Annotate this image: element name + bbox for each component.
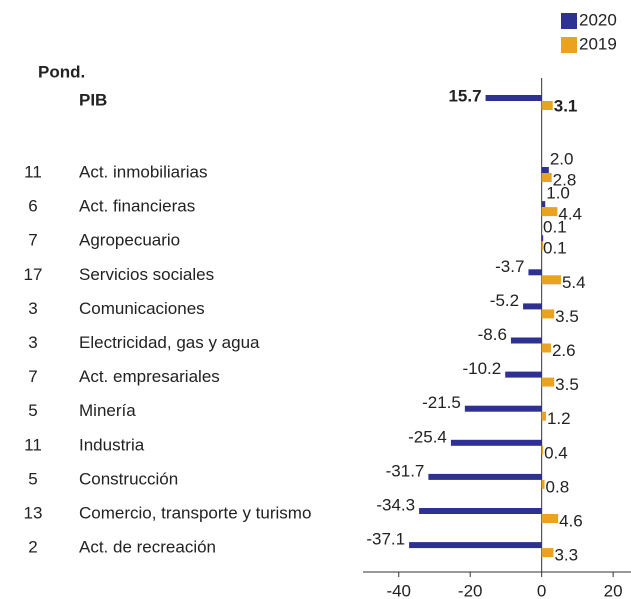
bar bbox=[541, 548, 554, 558]
bar bbox=[450, 439, 542, 446]
weight-label: 3 bbox=[28, 299, 37, 318]
weight-label: 11 bbox=[24, 435, 42, 454]
bar bbox=[541, 275, 561, 285]
weight-label: 17 bbox=[24, 265, 43, 284]
x-tick-label: -20 bbox=[458, 581, 483, 599]
bar bbox=[541, 445, 544, 455]
value-label: 3.3 bbox=[554, 546, 578, 565]
bar bbox=[419, 508, 542, 514]
bar bbox=[541, 411, 546, 421]
value-label: -5.2 bbox=[490, 291, 519, 310]
bar bbox=[541, 514, 559, 523]
value-label: 4.4 bbox=[558, 205, 582, 224]
category-label: Industria bbox=[79, 435, 145, 454]
bar bbox=[428, 473, 542, 480]
value-label: 3.5 bbox=[555, 375, 579, 394]
bar bbox=[541, 201, 546, 208]
bar bbox=[409, 542, 542, 549]
weight-label: 2 bbox=[28, 538, 37, 557]
value-label: 3.5 bbox=[555, 307, 579, 326]
category-label: Comunicaciones bbox=[79, 299, 205, 318]
legend-label: 2020 bbox=[579, 10, 617, 29]
value-label: 5.4 bbox=[562, 273, 586, 292]
category-label: Minería bbox=[79, 401, 136, 420]
category-label: Act. inmobiliarias bbox=[79, 162, 208, 181]
category-label: PIB bbox=[79, 90, 107, 109]
category-label: Act. empresariales bbox=[79, 367, 220, 386]
bar bbox=[528, 269, 542, 276]
value-label: 0.1 bbox=[543, 218, 567, 237]
weight-label: 5 bbox=[28, 401, 37, 420]
x-tick-label: -40 bbox=[386, 581, 411, 599]
legend-swatch bbox=[561, 13, 577, 29]
value-label: 1.2 bbox=[547, 409, 571, 428]
value-label: 0.1 bbox=[543, 239, 567, 258]
value-label: -37.1 bbox=[366, 530, 405, 549]
weight-label: 5 bbox=[28, 469, 37, 488]
bar bbox=[464, 405, 542, 412]
value-label: 3.1 bbox=[554, 96, 578, 115]
bar bbox=[541, 479, 545, 489]
value-label: -25.4 bbox=[408, 427, 447, 446]
value-label: 2.8 bbox=[553, 170, 577, 189]
value-label: 4.6 bbox=[559, 511, 583, 530]
category-label: Electricidad, gas y agua bbox=[79, 333, 260, 352]
value-label: 2.0 bbox=[550, 149, 574, 168]
weight-header: Pond. bbox=[38, 62, 85, 81]
bar bbox=[541, 101, 553, 110]
bar bbox=[485, 95, 542, 101]
bar bbox=[523, 303, 542, 310]
value-label: 15.7 bbox=[448, 86, 481, 105]
bar bbox=[541, 343, 551, 353]
value-label: -34.3 bbox=[376, 495, 415, 514]
bar bbox=[510, 337, 542, 344]
bar bbox=[541, 241, 544, 251]
bar bbox=[505, 371, 542, 378]
bar bbox=[541, 167, 549, 173]
value-label: -8.6 bbox=[478, 325, 507, 344]
x-tick-label: 0 bbox=[537, 581, 546, 599]
value-label: 2.6 bbox=[552, 341, 576, 360]
value-label: 0.4 bbox=[544, 443, 568, 462]
category-label: Servicios sociales bbox=[79, 265, 214, 284]
bar bbox=[541, 207, 558, 217]
legend-label: 2019 bbox=[579, 34, 617, 53]
value-label: -10.2 bbox=[462, 359, 501, 378]
category-label: Agropecuario bbox=[79, 231, 180, 250]
bar bbox=[541, 235, 544, 242]
category-label: Act. de recreación bbox=[79, 538, 216, 557]
weight-label: 6 bbox=[28, 197, 37, 216]
bar bbox=[541, 309, 555, 319]
weight-label: 13 bbox=[24, 503, 43, 522]
weight-label: 7 bbox=[28, 231, 37, 250]
legend-swatch bbox=[561, 37, 577, 53]
bar bbox=[541, 377, 555, 387]
value-label: -31.7 bbox=[386, 461, 425, 480]
value-label: 0.8 bbox=[546, 477, 570, 496]
weight-label: 7 bbox=[28, 367, 37, 386]
value-label: -3.7 bbox=[495, 257, 524, 276]
category-label: Comercio, transporte y turismo bbox=[79, 503, 311, 522]
category-label: Construcción bbox=[79, 469, 178, 488]
value-label: 1.0 bbox=[546, 184, 570, 203]
value-label: -21.5 bbox=[422, 393, 461, 412]
weight-label: 3 bbox=[28, 333, 37, 352]
weight-label: 11 bbox=[24, 162, 42, 181]
category-label: Act. financieras bbox=[79, 197, 195, 216]
bar bbox=[541, 173, 552, 182]
x-tick-label: 20 bbox=[604, 581, 623, 599]
